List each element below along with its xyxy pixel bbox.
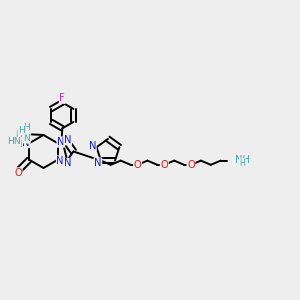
- Text: N: N: [22, 138, 30, 148]
- Text: NH: NH: [235, 155, 250, 165]
- Text: N: N: [56, 156, 64, 166]
- Text: F: F: [59, 93, 65, 103]
- Text: N: N: [57, 137, 64, 147]
- Text: H
N: H N: [16, 130, 22, 149]
- Text: N: N: [64, 135, 71, 145]
- Text: O: O: [187, 160, 195, 170]
- Text: N: N: [88, 141, 96, 151]
- Text: N: N: [94, 158, 102, 168]
- Text: H
N: H N: [23, 124, 30, 143]
- Text: H: H: [239, 159, 245, 168]
- Text: O: O: [134, 160, 141, 170]
- Text: HN: HN: [7, 137, 21, 146]
- Text: N: N: [64, 158, 71, 168]
- Text: O: O: [160, 160, 168, 170]
- Text: O: O: [14, 168, 22, 178]
- Text: H: H: [18, 126, 25, 135]
